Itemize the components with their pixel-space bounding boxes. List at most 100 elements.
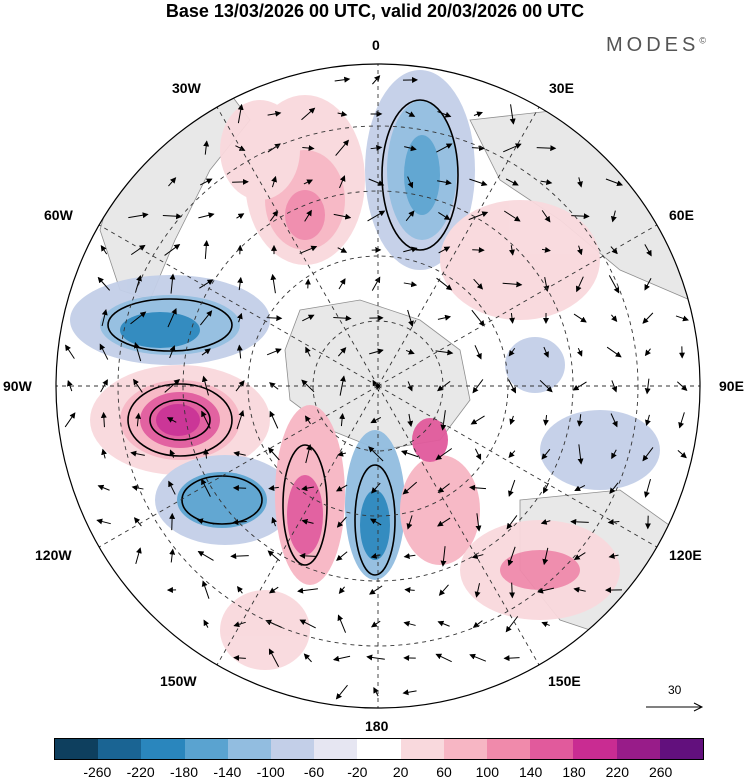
- wind-arrow: [130, 311, 147, 325]
- wind-arrow: [508, 479, 516, 497]
- wind-arrow: [468, 484, 487, 491]
- wind-arrow: [540, 518, 551, 525]
- anomaly-positive: [440, 200, 600, 320]
- wind-arrow: [337, 110, 348, 117]
- wind-arrow: [299, 552, 316, 559]
- colorbar-tick-label: 60: [436, 764, 452, 780]
- wind-arrow: [644, 348, 651, 357]
- wind-arrow: [574, 484, 586, 492]
- map-border: [55, 63, 701, 709]
- wind-arrow: [403, 620, 416, 627]
- wind-arrow: [304, 415, 311, 425]
- wind-arrow: [304, 209, 312, 222]
- wind-arrow: [605, 178, 624, 187]
- wind-arrow: [268, 586, 279, 594]
- lon-label-120e: 120E: [669, 547, 702, 563]
- wind-arrow: [543, 346, 549, 358]
- wind-arrow: [608, 552, 619, 559]
- wind-arrow: [368, 446, 384, 462]
- wind-arrow: [339, 175, 346, 189]
- colorbar-tick-label: -60: [303, 764, 325, 780]
- wind-arrow: [164, 378, 181, 393]
- graticule: [56, 64, 700, 708]
- colorbar-swatch: [98, 739, 142, 759]
- wind-arrow: [508, 450, 516, 459]
- colorbar-swatch: [487, 739, 531, 759]
- wind-arrow: [201, 478, 211, 497]
- wind-arrow: [302, 145, 315, 152]
- wind-arrow: [96, 518, 111, 525]
- colorbar-swatch: [227, 739, 272, 759]
- wind-arrow: [577, 177, 583, 188]
- wind-arrow: [509, 104, 516, 125]
- colorbar: [54, 738, 704, 760]
- wind-arrow: [370, 552, 381, 559]
- reference-vector-label: 30: [668, 683, 682, 697]
- wind-arrow: [201, 375, 209, 396]
- wind-arrow: [502, 281, 523, 288]
- colorbar-tick-label: 180: [562, 764, 586, 780]
- contour-line: [381, 99, 459, 251]
- wind-arrow: [407, 176, 414, 189]
- wind-arrow: [436, 143, 453, 153]
- wind-arrow: [203, 448, 210, 459]
- wind-arrow: [270, 273, 277, 294]
- wind-arrow: [236, 213, 245, 219]
- wind-arrow: [573, 586, 586, 593]
- wind-arrow: [162, 213, 183, 220]
- wind-arrow: [203, 240, 210, 259]
- wind-arrow: [678, 412, 685, 429]
- wind-arrow: [266, 348, 282, 356]
- lon-label-0: 0: [372, 37, 380, 53]
- contour-line: [149, 399, 211, 441]
- wind-arrow: [403, 553, 416, 560]
- anomaly-positive: [285, 190, 325, 240]
- wind-arrow: [166, 417, 177, 423]
- meridian-line: [377, 220, 665, 387]
- wind-arrow: [301, 518, 314, 525]
- wind-arrow: [473, 111, 483, 118]
- wind-arrow: [201, 348, 211, 356]
- wind-arrow: [372, 75, 381, 85]
- wind-arrow: [437, 620, 450, 627]
- wind-arrow: [201, 410, 211, 429]
- wind-arrow: [369, 585, 383, 595]
- wind-arrow: [644, 278, 652, 291]
- wind-arrow: [570, 518, 589, 525]
- wind-arrow: [236, 409, 245, 430]
- wind-arrow: [271, 516, 278, 527]
- wind-arrow: [169, 548, 176, 563]
- wind-arrow: [505, 616, 519, 633]
- wind-arrow: [169, 273, 176, 294]
- wind-arrow: [302, 314, 315, 322]
- lon-label-120w: 120W: [35, 547, 72, 563]
- wind-arrow: [233, 654, 246, 661]
- wind-arrow: [130, 450, 145, 457]
- colorbar-tick-label: 140: [518, 764, 543, 780]
- meridian-line: [377, 385, 544, 673]
- wind-arrow: [606, 346, 622, 358]
- wind-arrow: [65, 344, 75, 359]
- wind-arrow: [503, 210, 521, 222]
- wind-arrow: [335, 684, 348, 700]
- wind-arrow: [407, 413, 414, 428]
- wind-arrow: [541, 246, 551, 253]
- meridian-line: [377, 385, 665, 552]
- anomaly-positive: [220, 100, 300, 200]
- wind-arrow: [437, 111, 452, 118]
- wind-arrow: [577, 245, 583, 256]
- brand-name: MODES: [606, 34, 700, 56]
- anomaly-negative: [505, 337, 565, 393]
- wind-arrow: [267, 143, 281, 153]
- wind-arrow: [536, 145, 557, 152]
- wind-arrow: [97, 484, 110, 491]
- wind-arrow: [471, 145, 486, 152]
- wind-arrow: [305, 444, 312, 464]
- wind-arrow: [333, 315, 352, 322]
- wind-arrow: [405, 348, 415, 355]
- wind-arrow: [509, 582, 516, 599]
- colorbar-tick-label: -260: [83, 764, 112, 780]
- wind-arrow: [509, 415, 516, 426]
- wind-arrow: [99, 343, 109, 360]
